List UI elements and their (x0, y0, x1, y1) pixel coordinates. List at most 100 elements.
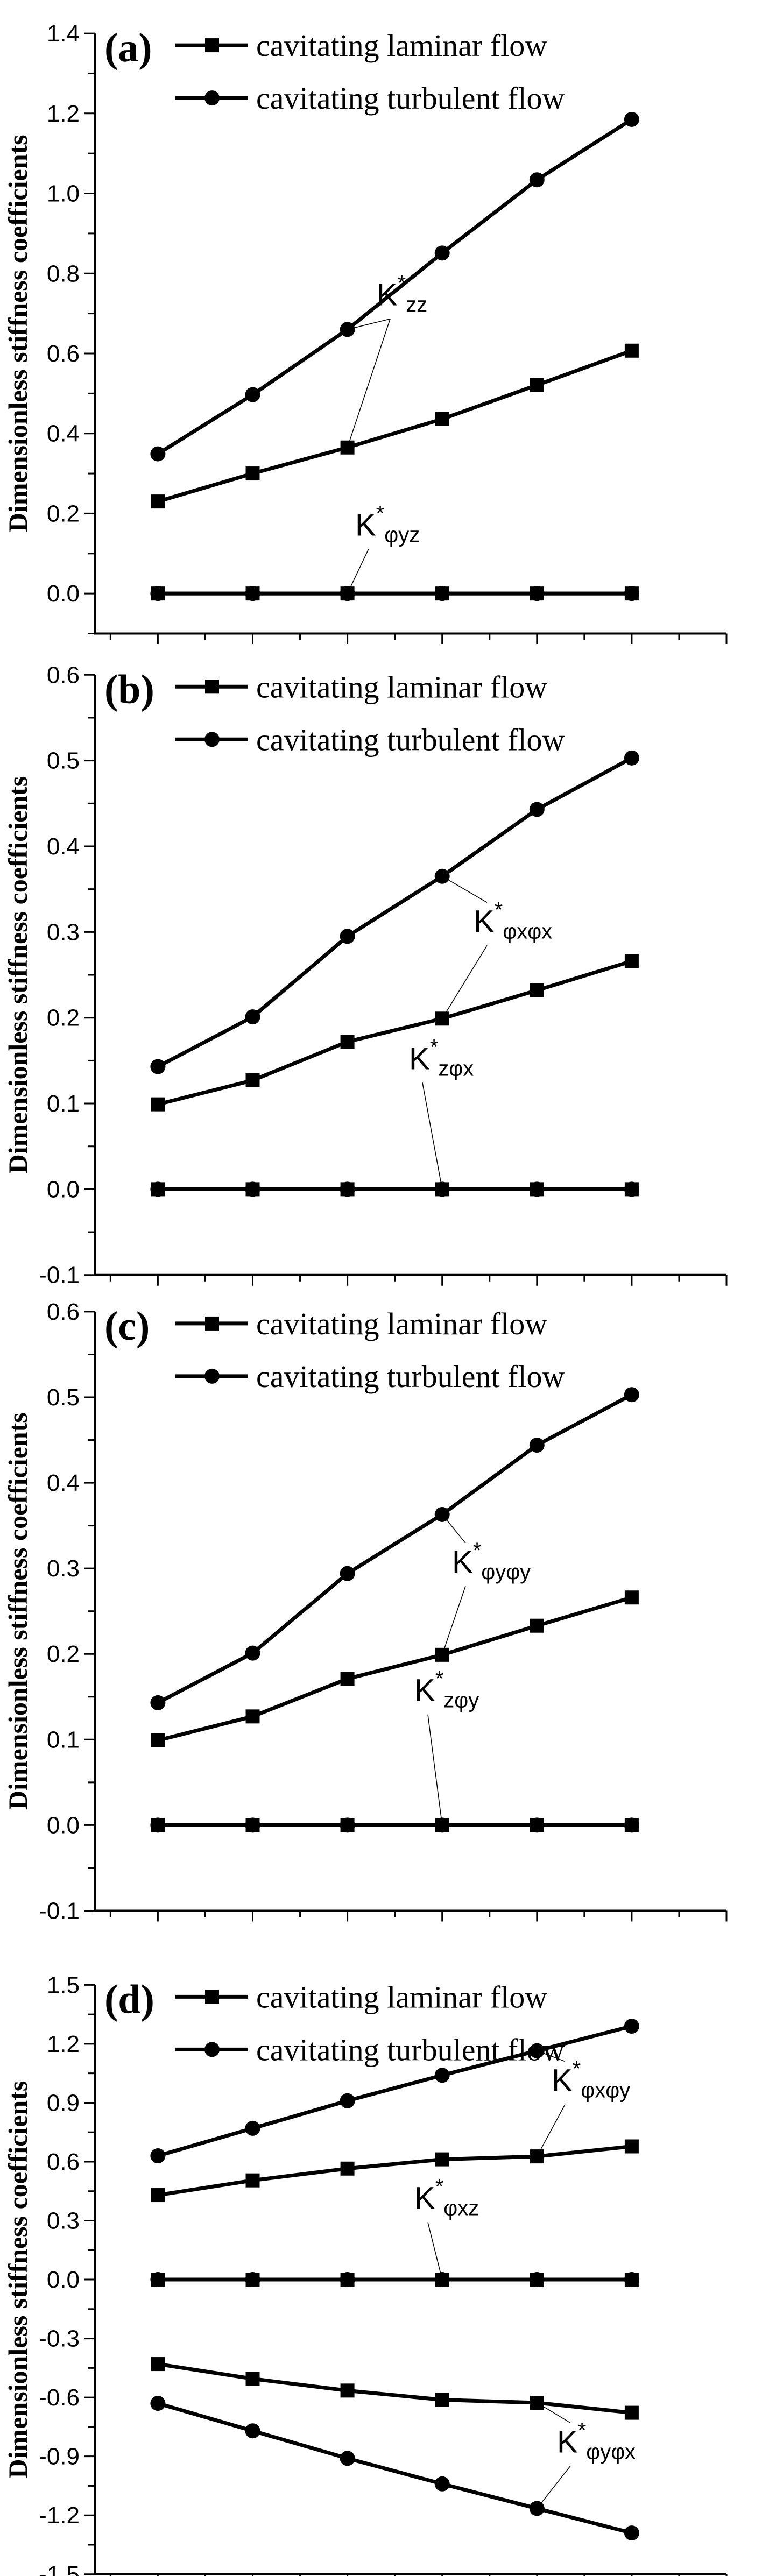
legend-marker-circle (204, 732, 220, 747)
y-axis-title: Dimensionless stiffness coefficients (3, 1412, 33, 1810)
y-tick-label: 0.6 (47, 2149, 80, 2175)
y-tick-label: 1.0 (47, 181, 80, 207)
coefficient-annotation: K*φyz (355, 501, 420, 547)
data-point-circle (150, 2272, 166, 2288)
y-tick-label: 0.0 (47, 1176, 80, 1202)
y-axis-title: Dimensionless stiffness coefficients (3, 776, 33, 1174)
annotation-main: K (355, 507, 376, 542)
y-tick-label: 0.9 (47, 2090, 80, 2116)
annotation-star: * (435, 2175, 444, 2199)
legend-entry[interactable]: cavitating turbulent flow (256, 81, 565, 116)
series-line-square-0 (157, 349, 633, 504)
chart-panel-a: 0.00.20.40.60.81.01.21.41200015000180002… (0, 0, 762, 644)
annotation-star: * (473, 1539, 482, 1562)
data-point-square (245, 1709, 260, 1724)
data-point-circle (340, 2451, 355, 2466)
data-point-square (151, 1097, 165, 1112)
data-point-square (624, 954, 639, 968)
annotation-leader-line (347, 549, 369, 594)
annotation-main: K (474, 904, 495, 939)
data-point-circle (150, 2148, 166, 2164)
data-point-square (435, 2393, 449, 2407)
annotation-subscript: φyz (384, 523, 420, 547)
y-tick-label: 0.0 (47, 1812, 80, 1838)
legend-entry[interactable]: cavitating turbulent flow (256, 722, 565, 757)
data-point-circle (245, 2272, 260, 2288)
y-tick-label: 0.3 (47, 1555, 80, 1582)
legend-entry[interactable]: cavitating turbulent flow (256, 1359, 565, 1394)
coefficient-annotation: K*φyφy (452, 1539, 531, 1584)
series-line-square-0 (157, 2145, 632, 2197)
data-point-square (624, 343, 639, 358)
data-point-circle (245, 1645, 260, 1661)
y-tick-label: 0.6 (47, 341, 80, 367)
annotation-star: * (435, 1667, 444, 1691)
chart-svg-a: 0.00.20.40.60.81.01.21.41200015000180002… (3, 20, 728, 644)
y-tick-label: 0.3 (47, 919, 80, 945)
data-point-circle (150, 446, 166, 462)
data-point-circle (529, 172, 545, 188)
annotation-leader-line (347, 319, 391, 330)
y-tick-label: -0.1 (39, 1898, 80, 1924)
y-tick-label: 0.4 (47, 1470, 80, 1496)
data-point-square (435, 2152, 449, 2167)
chart-svg-b: -0.10.00.10.20.30.40.50.6120001500018000… (3, 662, 728, 1288)
data-point-circle (150, 1059, 166, 1074)
data-point-square (530, 378, 544, 392)
series-line-square-0 (157, 1595, 632, 1743)
annotation-leader-line (537, 2050, 566, 2062)
y-axis-title: Dimensionless stiffness coefficients (3, 2081, 33, 2479)
coefficient-annotation: K*zz (377, 272, 427, 317)
y-tick-label: -0.3 (39, 2326, 80, 2352)
annotation-main: K (452, 1545, 473, 1580)
data-point-circle (150, 586, 166, 601)
annotation-leader-line (537, 2402, 571, 2424)
coefficient-annotation: K*φxφx (474, 898, 552, 943)
legend-marker-circle (204, 2042, 220, 2057)
data-point-circle (529, 2272, 545, 2288)
annotation-star: * (430, 1035, 439, 1059)
data-point-circle (529, 2501, 545, 2516)
legend-entry[interactable]: cavitating turbulent flow (256, 2032, 565, 2067)
legend-marker-square (205, 38, 219, 53)
annotation-leader-line (442, 1514, 466, 1544)
data-point-circle (150, 1695, 166, 1710)
data-point-circle (340, 1817, 355, 1833)
y-tick-label: 1.2 (47, 101, 80, 127)
data-point-square (340, 1035, 355, 1049)
data-point-circle (245, 2423, 260, 2439)
data-point-circle (529, 802, 545, 817)
y-tick-label: 0.2 (47, 1005, 80, 1031)
y-tick-label: 0.4 (47, 833, 80, 860)
x-tick-label: 12000 (125, 1928, 190, 1932)
data-point-square (624, 2139, 639, 2154)
legend-marker-square (205, 680, 219, 694)
chart-svg-c: -0.1 0.0 0.1 0.2 0.3 0.4 0.5 0.6 12000 15000 18000… (3, 1299, 759, 1932)
data-point-square (340, 1672, 355, 1686)
chart-panel-b: -0.10.00.10.20.30.40.50.6120001500018000… (0, 644, 762, 1288)
series-line-square-0 (157, 959, 632, 1107)
legend-entry[interactable]: cavitating laminar flow (256, 28, 547, 63)
chart-svg-d: -1.5-1.2-0.9-0.6-0.30.00.30.60.91.21.512… (3, 1972, 728, 2576)
data-point-square (435, 1647, 449, 1662)
coefficient-annotation: K*φyφx (557, 2418, 636, 2464)
legend-entry[interactable]: cavitating laminar flow (256, 669, 547, 704)
data-point-circle (529, 586, 545, 601)
coefficient-annotation: K*zφy (414, 1667, 479, 1712)
annotation-subscript: zφx (438, 1057, 474, 1080)
annotation-star: * (376, 501, 385, 525)
legend-entry[interactable]: cavitating laminar flow (256, 1306, 547, 1341)
annotation-subscript: φyφx (586, 2440, 636, 2464)
data-point-square (435, 412, 449, 426)
annotation-leader-line (427, 1714, 443, 1825)
data-point-circle (624, 111, 639, 127)
y-tick-label: 0.6 (47, 1299, 80, 1325)
y-tick-label: 0.0 (47, 2267, 80, 2293)
annotation-star: * (573, 2057, 581, 2081)
legend-entry[interactable]: cavitating laminar flow (256, 1979, 547, 2014)
annotation-star: * (495, 898, 503, 922)
data-point-square (151, 1733, 165, 1747)
series-line-square-4 (157, 2362, 632, 2415)
data-point-square (151, 2357, 165, 2372)
series-line-circle-5 (157, 2401, 632, 2535)
